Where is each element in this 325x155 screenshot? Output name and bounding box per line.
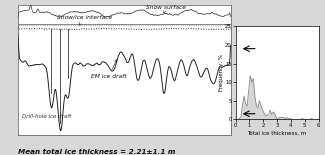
Text: Drill-hole ice draft: Drill-hole ice draft xyxy=(21,114,71,119)
Text: EM ice draft: EM ice draft xyxy=(91,60,126,79)
Text: Mean total ice thickness = 2.21±1.1 m: Mean total ice thickness = 2.21±1.1 m xyxy=(18,149,175,155)
Text: Snow/ice interface: Snow/ice interface xyxy=(58,14,113,25)
Y-axis label: Frequency, %: Frequency, % xyxy=(219,54,224,91)
Text: Snow surface: Snow surface xyxy=(146,5,186,13)
X-axis label: Total ice thickness, m: Total ice thickness, m xyxy=(247,130,307,135)
